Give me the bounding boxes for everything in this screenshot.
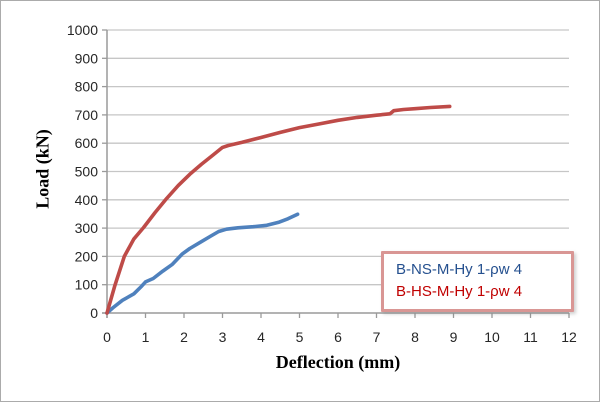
x-tick-label-1: 1 — [142, 329, 150, 345]
x-tick-label-3: 3 — [219, 329, 227, 345]
x-tick-label-10: 10 — [484, 329, 500, 345]
legend-entry-ns: B-NS-M-Hy 1-ρw 4 — [396, 261, 523, 278]
y-tick-label-500: 500 — [75, 164, 99, 180]
legend-entry-hs: B-HS-M-Hy 1-ρw 4 — [396, 283, 523, 300]
y-tick-label-100: 100 — [75, 277, 99, 293]
x-tick-label-5: 5 — [296, 329, 304, 345]
x-tick-label-11: 11 — [523, 329, 538, 345]
y-tick-label-200: 200 — [75, 248, 99, 264]
y-tick-label-600: 600 — [75, 135, 99, 151]
x-tick-label-0: 0 — [103, 329, 111, 345]
x-axis-title: Deflection (mm) — [275, 352, 401, 372]
x-tick-label-9: 9 — [450, 329, 458, 345]
y-axis-title: Load (kN) — [32, 129, 53, 209]
series-curve-ns — [105, 212, 300, 315]
x-tick-label-4: 4 — [257, 329, 265, 345]
y-tick-label-900: 900 — [75, 50, 99, 66]
legend-box: B-NS-M-Hy 1-ρw 4 B-HS-M-Hy 1-ρw 4 — [381, 251, 574, 312]
y-tick-label-400: 400 — [75, 192, 99, 208]
x-tick-label-8: 8 — [411, 329, 419, 345]
x-tick-label-6: 6 — [334, 329, 342, 345]
series-curve-hs — [105, 104, 452, 315]
y-tick-label-800: 800 — [75, 79, 99, 95]
x-tick-label-12: 12 — [561, 329, 577, 345]
y-tick-label-1000: 1000 — [67, 22, 98, 38]
y-tick-label-300: 300 — [75, 220, 99, 236]
y-tick-label-0: 0 — [90, 305, 98, 321]
y-tick-label-700: 700 — [75, 107, 99, 123]
x-tick-label-2: 2 — [180, 329, 188, 345]
x-tick-label-7: 7 — [373, 329, 381, 345]
